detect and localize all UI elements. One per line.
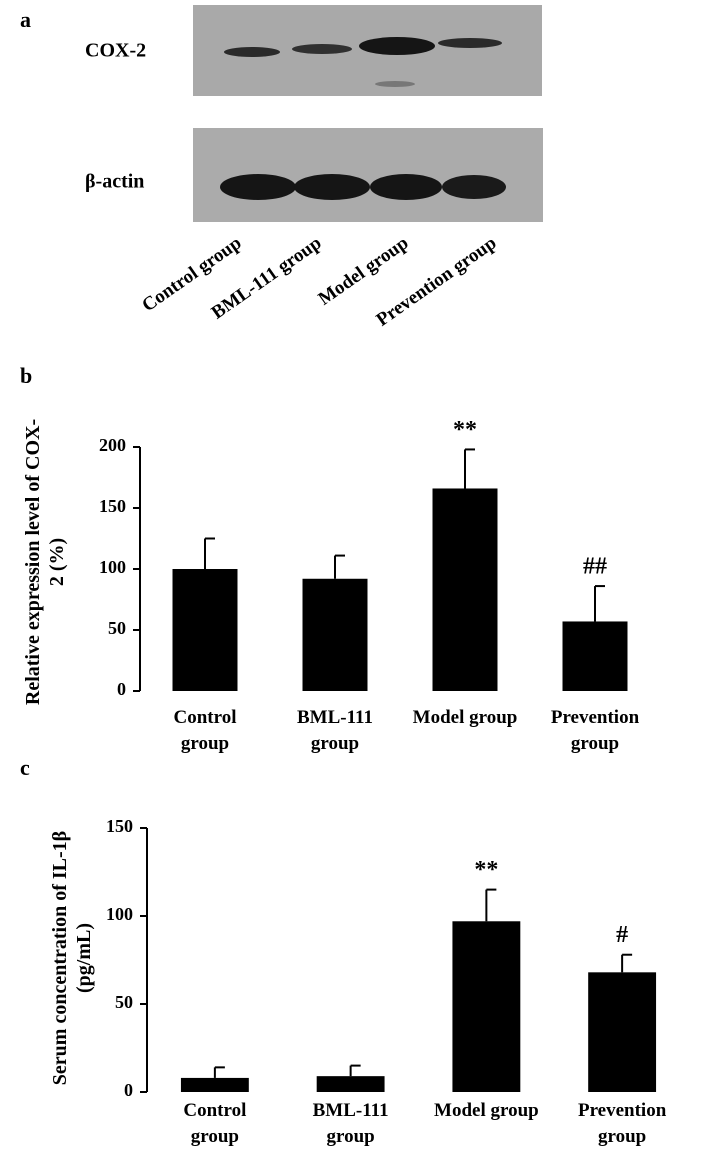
bar bbox=[452, 921, 521, 1092]
y-tick-label: 150 bbox=[106, 816, 133, 836]
x-tick-label: BML-111 group bbox=[312, 1100, 389, 1147]
bar bbox=[172, 569, 238, 691]
x-tick-label: Control group bbox=[183, 1100, 247, 1147]
x-tick-label: BML-111 group bbox=[296, 707, 373, 754]
bar bbox=[432, 488, 498, 691]
x-tick-label: Prevention group bbox=[550, 707, 640, 754]
annotation: ## bbox=[583, 554, 607, 580]
bar bbox=[302, 578, 368, 691]
x-tick-label: Model group bbox=[434, 1100, 539, 1121]
y-tick-label: 50 bbox=[108, 618, 126, 638]
blot-row-label: β-actin bbox=[85, 171, 144, 193]
bar bbox=[180, 1077, 249, 1092]
y-axis-label: Relative expression level of COX-2 (%) bbox=[22, 418, 68, 706]
x-tick-label: Prevention group bbox=[577, 1100, 667, 1147]
bar bbox=[588, 972, 657, 1092]
y-axis-label: Serum concentration of IL-1β (pg/mL) bbox=[49, 830, 95, 1086]
blot-cox2 bbox=[193, 5, 542, 96]
y-tick-label: 0 bbox=[124, 1080, 133, 1100]
annotation: # bbox=[616, 922, 628, 948]
bar bbox=[316, 1076, 385, 1092]
blot-row-label: COX-2 bbox=[85, 40, 146, 62]
annotation: ** bbox=[453, 417, 477, 443]
panel-label: a bbox=[20, 7, 31, 32]
y-tick-label: 100 bbox=[99, 557, 126, 577]
y-tick-label: 150 bbox=[99, 496, 126, 516]
x-tick-label: Control group bbox=[173, 707, 237, 754]
annotation: ** bbox=[474, 857, 498, 883]
x-tick-label: Model group bbox=[412, 707, 518, 728]
y-tick-label: 100 bbox=[106, 904, 133, 924]
y-tick-label: 200 bbox=[99, 435, 126, 455]
y-tick-label: 0 bbox=[117, 679, 126, 699]
y-tick-label: 50 bbox=[115, 992, 133, 1012]
panel-label: b bbox=[20, 363, 32, 388]
blot-actin bbox=[193, 128, 543, 222]
bar bbox=[562, 621, 628, 691]
panel-label: c bbox=[20, 755, 30, 780]
